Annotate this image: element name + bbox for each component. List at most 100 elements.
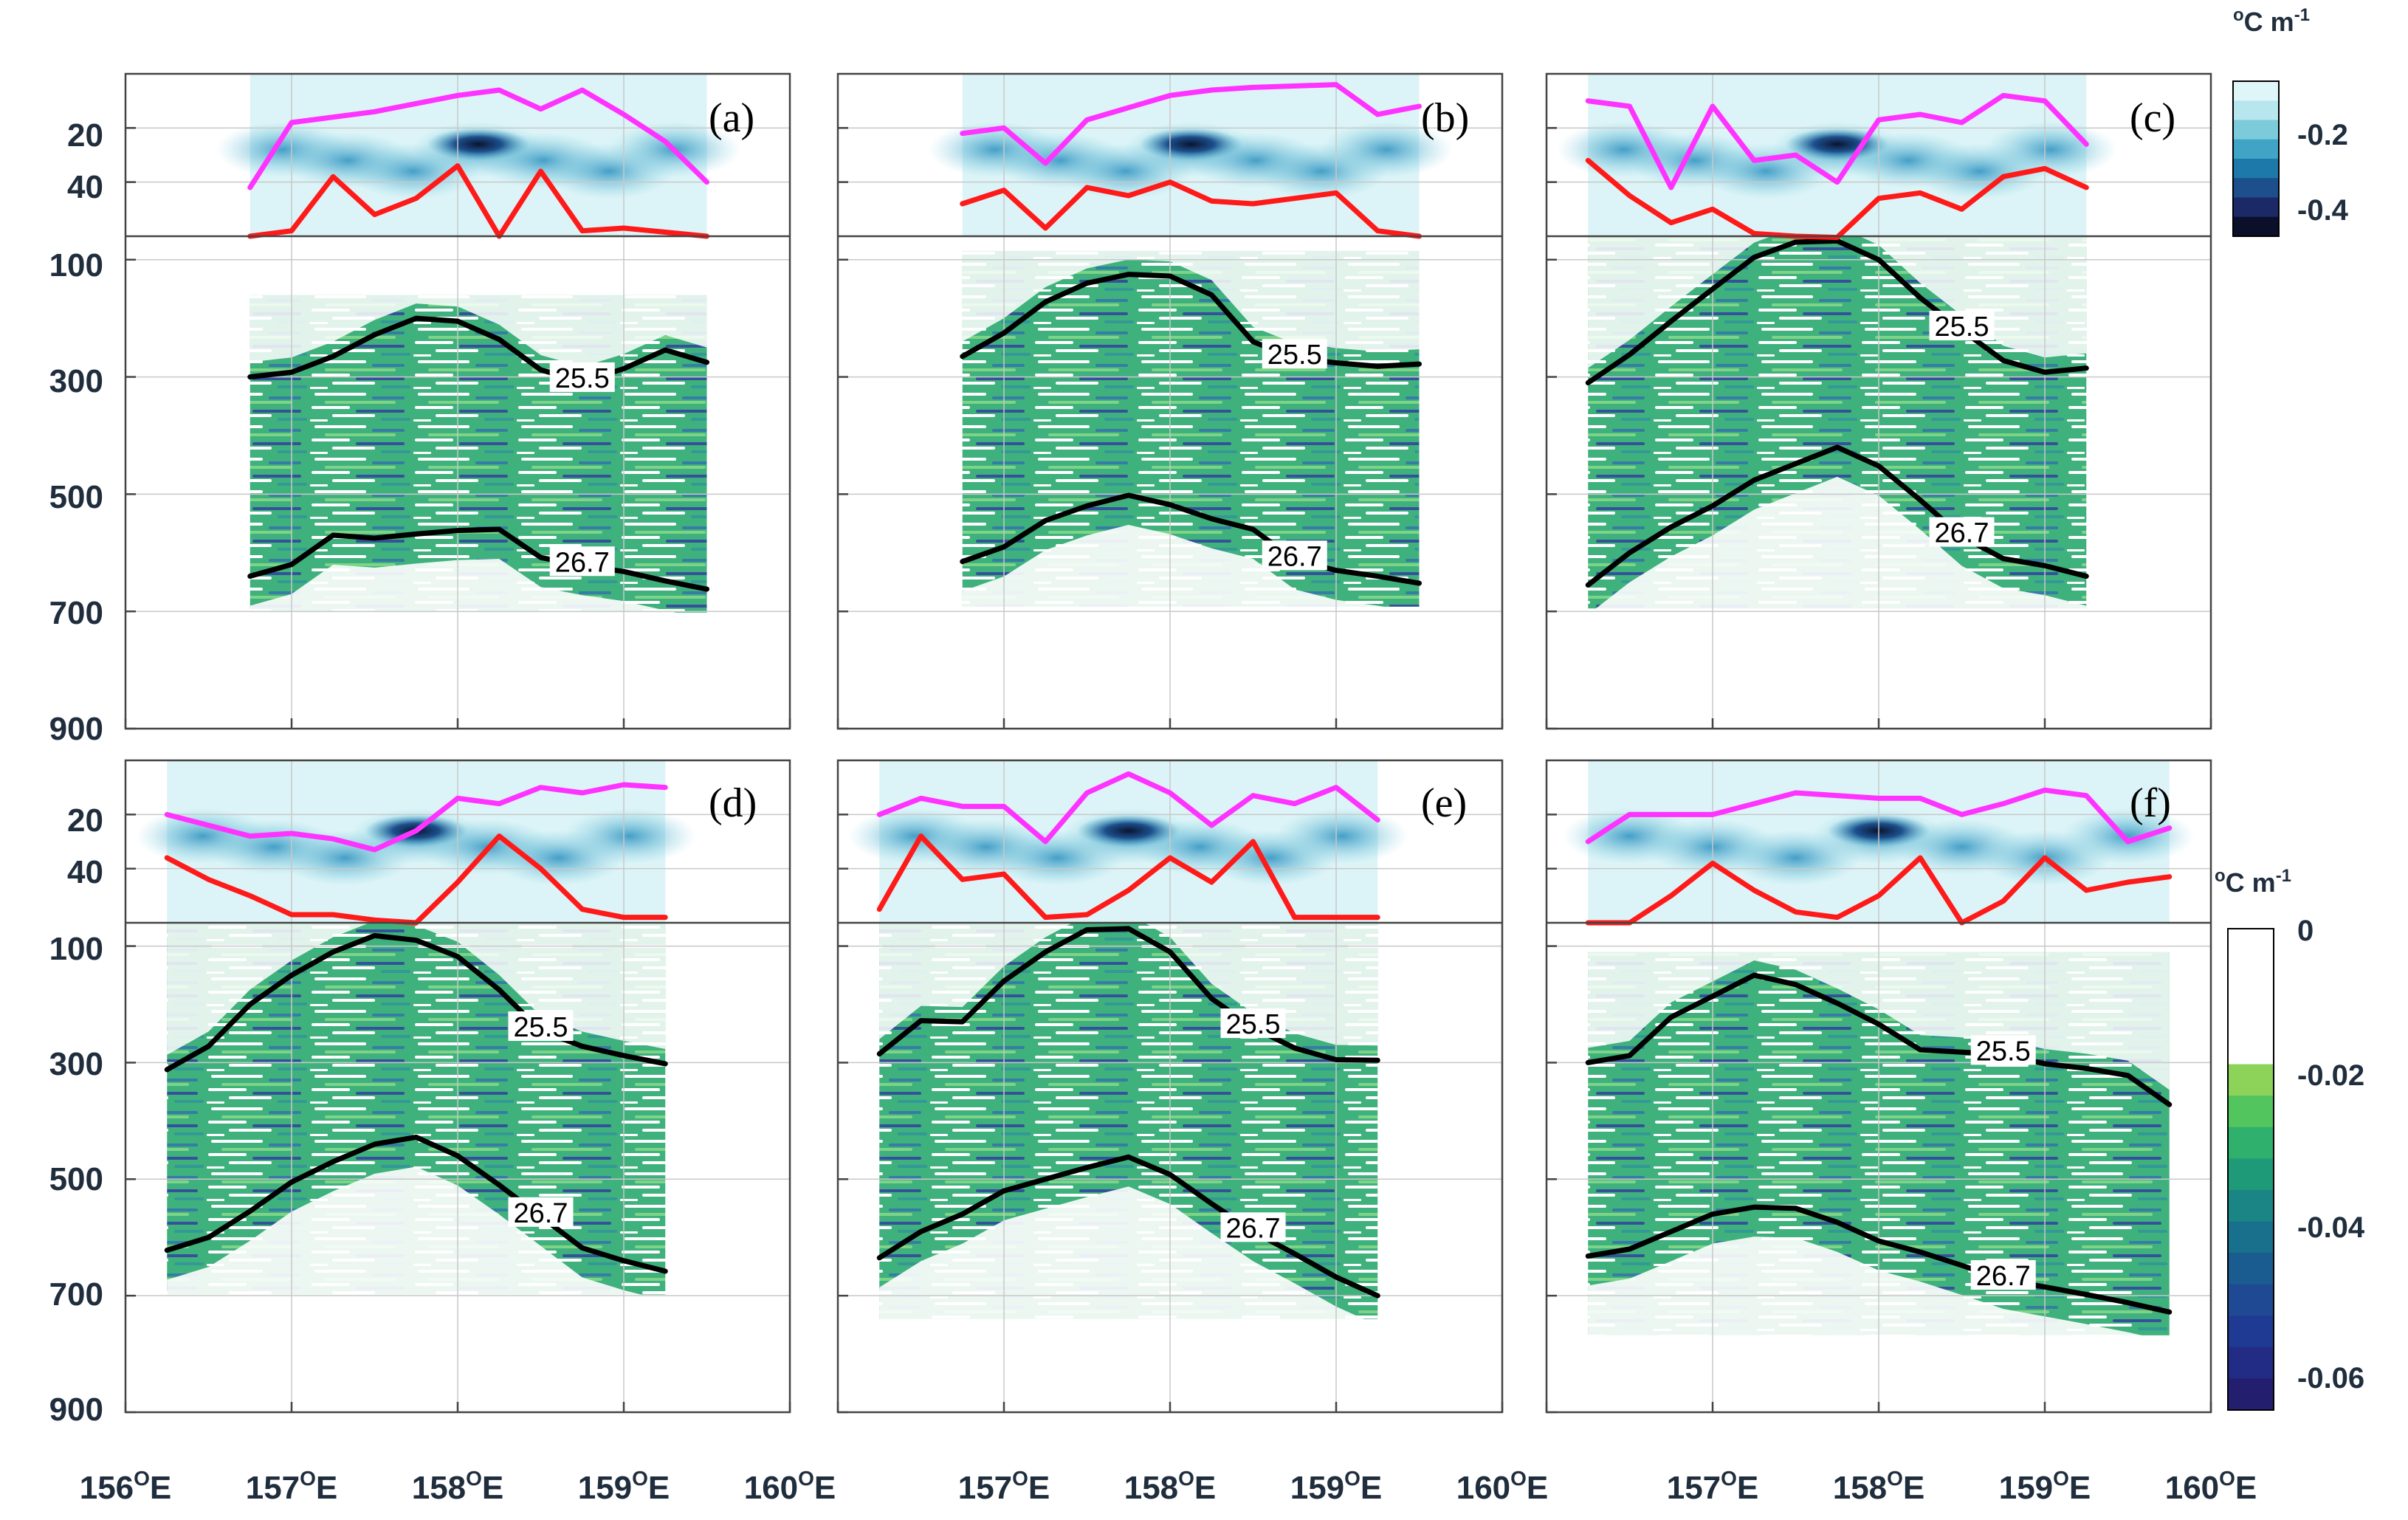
y-ticks-bottom-row: 20 40 100 300 500 700 900 (49, 802, 103, 1428)
y-tick: 100 (49, 931, 103, 967)
colorbar-swatch (2228, 1158, 2274, 1191)
upper-field-patch (1276, 808, 1409, 864)
upper-field-patch (1984, 121, 2118, 178)
y-tick: 900 (49, 1392, 103, 1428)
red-line (1585, 855, 2173, 926)
contour-label-25-5-bg (1262, 339, 1327, 369)
panel-c: 25.5 26.7 (c) (1545, 72, 2212, 730)
panel-content: 25.5 26.7 (124, 759, 791, 1414)
colorbar-swatch (2233, 100, 2279, 121)
colorbar-swatch (2228, 1316, 2274, 1348)
field-mask-bottom (250, 559, 707, 729)
colorbar-swatch (2233, 216, 2279, 237)
contour-label-26-7: 26.7 (555, 547, 610, 578)
x-tick: 157OE (958, 1467, 1050, 1506)
y-tick: 20 (67, 117, 103, 154)
x-tick: 159OE (1999, 1467, 2091, 1506)
colorbar-swatch (2228, 1221, 2274, 1254)
contour-label-25-5-bg (549, 362, 615, 392)
colorbar-swatch (2233, 197, 2279, 218)
panel-d: 25.5 26.7 (d) (124, 759, 791, 1414)
contour-label-25-5: 25.5 (514, 1012, 568, 1043)
x-tick: 159OE (578, 1467, 670, 1506)
panel-content: 25.5 26.7 (836, 72, 1504, 730)
x-tick: 157OE (246, 1467, 338, 1506)
panel-label: (e) (1421, 780, 1467, 826)
y-ticks-top-row: 20 40 100 300 500 700 900 (49, 117, 103, 747)
colorbar-tick: -0.2 (2297, 119, 2348, 151)
field-mask-top (250, 236, 707, 367)
panel-b: 25.5 26.7 (b) (836, 72, 1504, 730)
contour-label-26-7-bg (508, 1197, 574, 1227)
contour-label-26-7: 26.7 (1976, 1261, 2031, 1292)
isopycnal-25-5 (1585, 238, 2089, 386)
red-line (876, 833, 1380, 921)
panel-label: (a) (709, 95, 754, 141)
isopycnal-26-7 (960, 492, 1422, 586)
contour-label-25-5: 25.5 (1226, 1009, 1281, 1040)
upper-field-patch (2061, 808, 2195, 864)
colorbar-swatch (2228, 1189, 2274, 1222)
colorbar-tick: -0.04 (2297, 1211, 2365, 1244)
magenta-line (164, 782, 668, 853)
colorbar-tick: -0.02 (2297, 1059, 2364, 1092)
contour-label-26-7: 26.7 (1267, 541, 1322, 572)
x-tick-labels: 156OE 157OE 158OE 159OE 160OE 157OE 158O… (80, 1467, 2257, 1506)
colorbar-swatch (2233, 81, 2279, 102)
colorbar-swatch (2228, 1378, 2274, 1411)
y-tick: 40 (67, 854, 103, 890)
isopycnal-25-5 (247, 315, 709, 385)
y-tick: 300 (49, 363, 103, 399)
contour-label-26-7: 26.7 (514, 1198, 568, 1229)
magenta-line (876, 771, 1380, 845)
colorbar-swatch (2233, 178, 2279, 199)
x-tick: 160OE (744, 1467, 836, 1506)
isopycnal-25-5 (960, 272, 1422, 369)
panel-label: (c) (2130, 95, 2175, 141)
upper-field-core (1076, 814, 1180, 847)
y-tick: 100 (49, 247, 103, 283)
y-tick: 20 (67, 802, 103, 839)
colorbar-swatch (2228, 1064, 2274, 1097)
x-tick: 160OE (1456, 1467, 1549, 1506)
colorbar-swatches (2228, 1064, 2274, 1411)
panel-label: (f) (2130, 780, 2171, 826)
y-tick: 900 (49, 711, 103, 747)
field-mask-bottom (962, 524, 1420, 729)
contour-label-25-5: 25.5 (1935, 312, 1989, 343)
contour-label-26-7-bg (1970, 1260, 2036, 1290)
panel-a: 25.5 26.7 (a) (124, 72, 791, 730)
contour-label-25-5-bg (1220, 1008, 1286, 1039)
magenta-line (1585, 92, 2089, 190)
colorbar-frame (2227, 928, 2274, 1411)
upper-field-patch (1320, 121, 1454, 178)
isopycnal-26-7 (247, 526, 709, 592)
colorbar-tick: -0.06 (2297, 1362, 2364, 1395)
panel-content: 25.5 26.7 (1545, 759, 2212, 1414)
colorbar-swatches (2233, 81, 2279, 237)
contour-label-26-7-bg (1262, 540, 1327, 571)
isopycnal-25-5 (1585, 972, 2173, 1107)
x-tick: 157OE (1667, 1467, 1759, 1506)
isopycnal-26-7 (164, 1134, 668, 1274)
x-tick: 158OE (1833, 1467, 1925, 1506)
colorbar-swatch (2233, 159, 2279, 179)
upper-field-core (427, 128, 531, 161)
colorbar-tick: 0 (2297, 915, 2314, 947)
isopycnal-25-5 (164, 932, 668, 1073)
colorbar-unit: oC m-1 (2233, 5, 2310, 37)
contour-label-26-7: 26.7 (1935, 518, 1989, 549)
colorbar-swatch (2228, 1127, 2274, 1160)
x-tick: 159OE (1290, 1467, 1383, 1506)
colorbar-lower: oC m-1 0 -0.02 -0.04 -0.06 (2215, 866, 2365, 1411)
colorbar-tick: -0.4 (2297, 194, 2349, 227)
colorbar-swatch (2228, 1347, 2274, 1380)
panel-content: 25.5 26.7 (124, 72, 791, 730)
y-tick: 40 (67, 169, 103, 205)
contour-label-25-5-bg (1970, 1035, 2036, 1065)
isopycnal-26-7 (1585, 1204, 2173, 1315)
contour-label-26-7-bg (549, 546, 615, 577)
y-tick: 500 (49, 479, 103, 515)
contour-label-25-5: 25.5 (1976, 1036, 2031, 1067)
x-tick: 158OE (1124, 1467, 1217, 1506)
